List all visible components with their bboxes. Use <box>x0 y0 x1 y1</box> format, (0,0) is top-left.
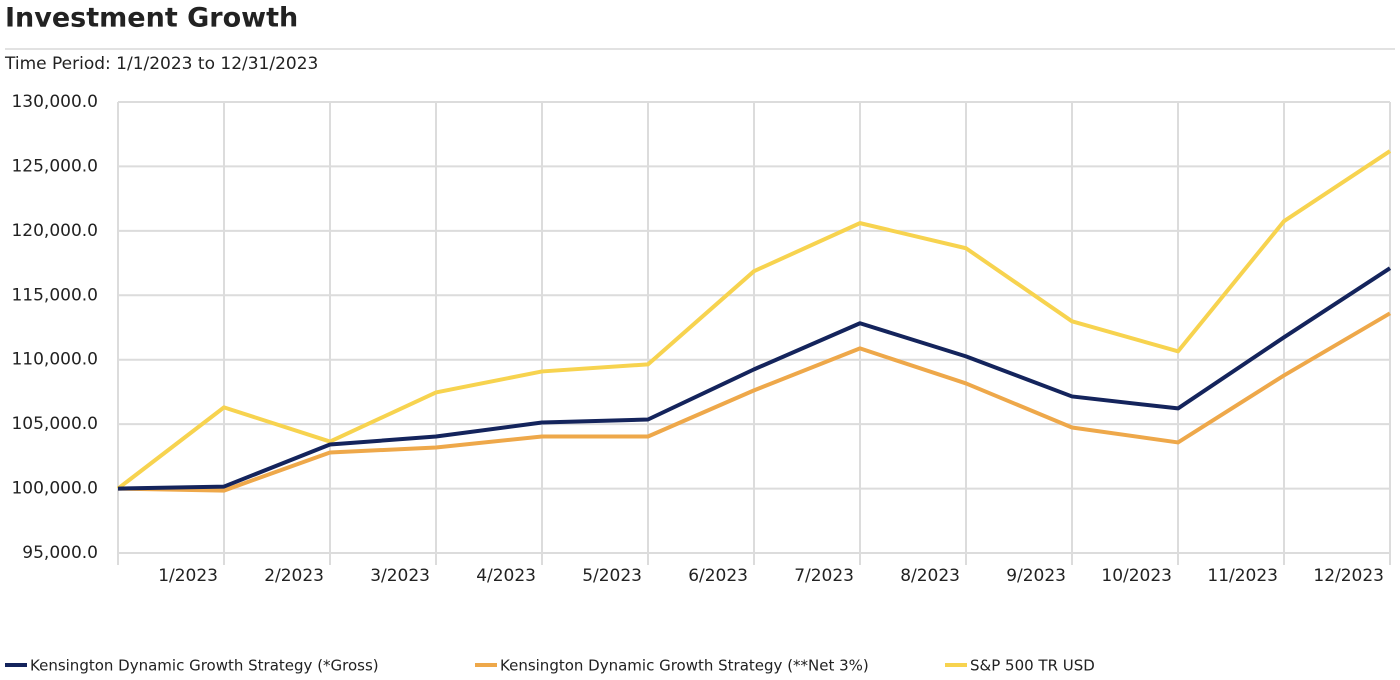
legend-label: S&P 500 TR USD <box>970 657 1095 675</box>
legend-label: Kensington Dynamic Growth Strategy (**Ne… <box>500 657 869 675</box>
x-tick-label: 8/2023 <box>900 566 960 586</box>
x-tick-label: 1/2023 <box>158 566 218 586</box>
series-line <box>117 311 1392 493</box>
x-tick-label: 5/2023 <box>582 566 642 586</box>
y-tick-label: 105,000.0 <box>11 414 98 434</box>
x-tick-label: 7/2023 <box>794 566 854 586</box>
x-tick-label: 11/2023 <box>1207 566 1278 586</box>
y-tick-label: 100,000.0 <box>11 479 98 499</box>
x-tick-label: 3/2023 <box>370 566 430 586</box>
y-tick-label: 115,000.0 <box>11 285 98 305</box>
chart-title: Investment Growth <box>5 3 298 34</box>
legend-label: Kensington Dynamic Growth Strategy (*Gro… <box>30 657 379 675</box>
chart-subtitle: Time Period: 1/1/2023 to 12/31/2023 <box>4 54 318 74</box>
x-tick-label: 9/2023 <box>1006 566 1066 586</box>
series-line <box>117 266 1392 491</box>
x-tick-label: 4/2023 <box>476 566 536 586</box>
x-tick-label: 12/2023 <box>1313 566 1384 586</box>
series-line <box>116 149 1392 491</box>
y-tick-label: 110,000.0 <box>11 350 98 370</box>
x-tick-label: 2/2023 <box>264 566 324 586</box>
y-tick-label: 125,000.0 <box>11 156 98 176</box>
x-tick-label: 6/2023 <box>688 566 748 586</box>
x-tick-label: 10/2023 <box>1101 566 1172 586</box>
y-tick-label: 130,000.0 <box>11 92 98 112</box>
y-tick-label: 95,000.0 <box>22 543 98 563</box>
y-tick-label: 120,000.0 <box>11 221 98 241</box>
